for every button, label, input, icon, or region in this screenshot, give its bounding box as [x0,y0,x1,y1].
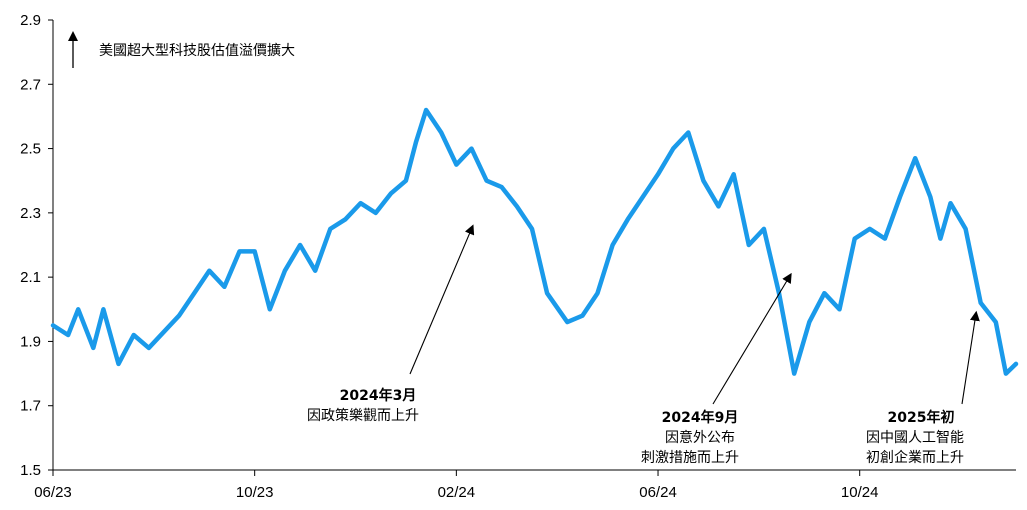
valuation-premium-series-line [50,107,1019,376]
legend-arrow-label: 美國超大型科技股估值溢價擴大 [99,42,295,59]
annotation-reason-label: 刺激措施而上升 [641,449,739,466]
x-tick-label: 10/23 [236,484,274,501]
annotation-reason-label: 因中國人工智能 [866,430,964,446]
y-tick-label: 2.3 [20,205,41,222]
x-tick-label: 10/24 [841,484,879,501]
x-tick-label: 06/23 [34,484,72,501]
annotation-arrow [409,224,475,375]
annotation-date-label: 2025年初 [888,409,955,426]
y-axis: 1.5 1.7 1.9 2.1 2.3 2.5 2.7 2.9 [20,12,54,479]
x-axis: 06/23 10/23 02/24 06/24 10/24 [34,469,1016,501]
annotation-date-label: 2024年3月 [340,387,417,404]
annotation-reason-label: 因意外公布 [665,429,735,446]
y-tick-label: 2.5 [20,141,41,158]
annotation-date-label: 2024年9月 [662,409,739,426]
annotation-reason-label: 初創企業而上升 [866,449,964,466]
annotation-2024-mar: 2024年3月 因政策樂觀而上升 [307,224,475,424]
y-tick-label: 2.9 [20,12,41,29]
annotation-arrow [712,272,792,405]
x-tick-label: 06/24 [639,484,677,501]
legend-arrow: 美國超大型科技股估值溢價擴大 [68,31,295,68]
y-tick-label: 2.7 [20,76,41,93]
y-tick-label: 1.5 [20,462,41,479]
annotation-arrow [961,310,980,405]
y-tick-label: 2.1 [20,269,41,286]
y-tick-label: 1.9 [20,333,41,350]
annotation-2025-early: 2025年初 因中國人工智能 初創企業而上升 [866,310,980,466]
annotation-reason-label: 因政策樂觀而上升 [307,407,419,424]
x-tick-label: 02/24 [438,484,476,501]
y-tick-label: 1.7 [20,398,41,415]
annotation-2024-sep: 2024年9月 因意外公布 刺激措施而上升 [641,272,792,466]
